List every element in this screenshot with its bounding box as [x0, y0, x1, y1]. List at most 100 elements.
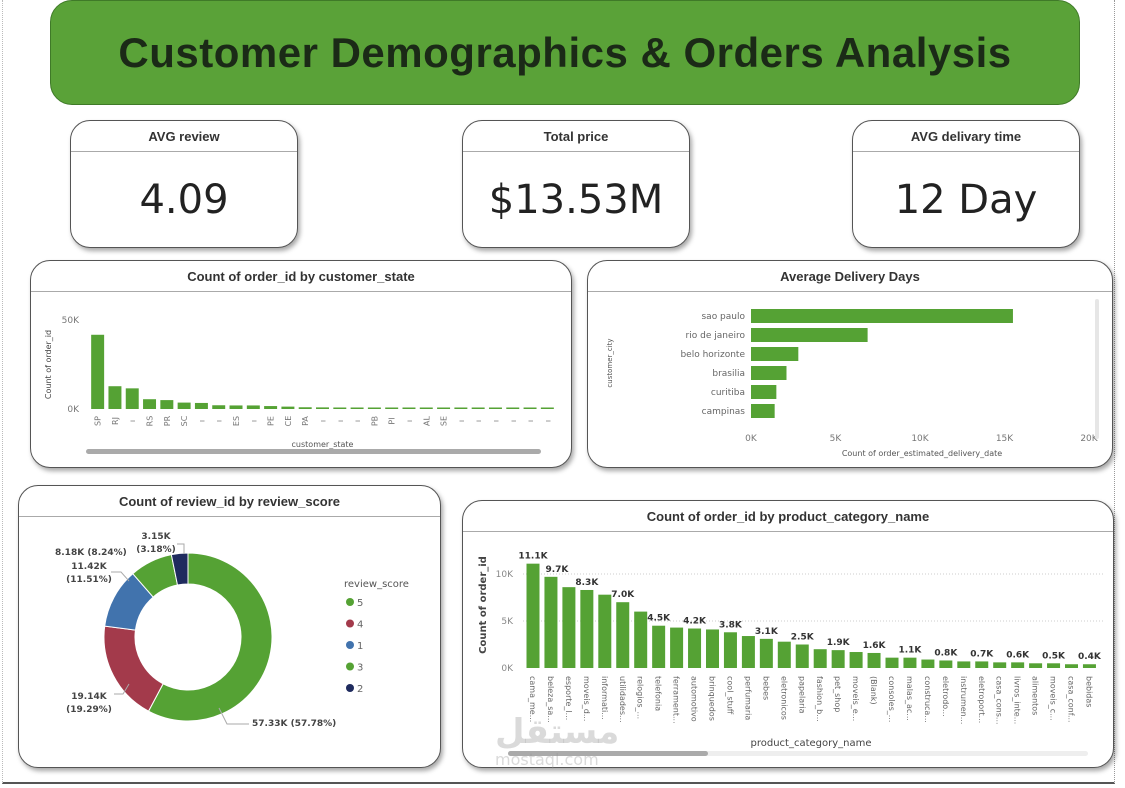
data-label: 1.6K: [863, 641, 887, 651]
x-tick-label: 15K: [996, 434, 1014, 444]
data-label: 4.5K: [647, 614, 671, 624]
dashboard-header: Customer Demographics & Orders Analysis: [50, 0, 1080, 105]
x-tick-label: ı: [405, 420, 414, 422]
watermark-logo: مستقل: [495, 712, 620, 752]
legend-marker-5: [346, 598, 354, 606]
x-tick-label: 20K: [1080, 434, 1098, 444]
x-tick-label: moveis_c...: [1049, 676, 1058, 721]
x-axis-title: customer_state: [292, 440, 354, 449]
x-tick-label: fashion_b...: [815, 676, 824, 722]
bar: [706, 629, 719, 668]
vertical-scrollbar[interactable]: [1095, 299, 1099, 439]
bar: [506, 407, 520, 409]
data-label-score-5: 57.33K (57.78%): [252, 719, 336, 729]
y-tick-label: brasilia: [712, 369, 745, 379]
bar: [670, 627, 684, 668]
x-tick-label: ı: [543, 420, 552, 422]
bar: [1065, 664, 1078, 668]
data-label-score-2-pct: (3.18%): [136, 545, 175, 555]
horizontal-scrollbar[interactable]: [508, 751, 708, 756]
chart-orders-by-product-category[interactable]: Count of order_id by product_category_na…: [462, 500, 1114, 768]
bar: [246, 405, 260, 409]
bar: [616, 602, 630, 668]
chart-average-delivery-days[interactable]: Average Delivery Days sao paulo rio de ja…: [587, 260, 1113, 468]
bar: [751, 347, 799, 361]
x-tick-label: 10K: [911, 434, 929, 444]
x-tick-label: ES: [232, 416, 241, 426]
x-tick-label: automotivo: [690, 676, 699, 722]
horizontal-scrollbar[interactable]: [86, 449, 541, 454]
bar: [402, 407, 416, 409]
x-tick-label: esporte_l...: [564, 676, 573, 720]
legend-label-3: 3: [357, 663, 363, 674]
data-label: 1.9K: [827, 638, 851, 648]
data-label-score-2: 3.15K: [141, 532, 171, 542]
bar: [108, 386, 122, 409]
x-tick-label: ferrament...: [672, 676, 681, 724]
leader-line: [114, 683, 130, 695]
bar: [751, 385, 777, 399]
chart-orders-by-state[interactable]: Count of order_id by customer_state 0K 50…: [30, 260, 572, 468]
product-bar-chart: 0K 5K 10K Count of order_id 11.1K cama_me... 9…: [478, 552, 1103, 756]
leader-line: [177, 543, 185, 554]
y-tick-label: campinas: [702, 407, 746, 417]
legend-marker-4: [346, 619, 354, 628]
kpi-card-avg-review[interactable]: AVG review 4.09: [70, 120, 298, 248]
bar: [849, 652, 863, 668]
x-tick-label: 0K: [745, 434, 758, 444]
donut-slice-4: [103, 625, 164, 712]
x-tick-label: ı: [336, 420, 345, 422]
bar: [957, 661, 971, 668]
x-axis-title: product_category_name: [750, 738, 871, 749]
bar: [751, 404, 775, 418]
x-tick-label: PE: [267, 416, 276, 426]
x-tick-label: SE: [440, 416, 449, 426]
bar: [385, 407, 399, 409]
bar: [688, 628, 702, 668]
bar: [540, 407, 554, 409]
x-tick-label: PR: [163, 415, 172, 426]
bar: [544, 576, 558, 668]
x-tick-label: ı: [249, 420, 258, 422]
kpi-card-total-price[interactable]: Total price $13.53M: [462, 120, 690, 248]
x-tick-label: (Blank): [869, 676, 878, 705]
review-donut-chart: 57.33K (57.78%) 19.14K (19.29%) 11.42K (11.5…: [55, 532, 409, 729]
kpi-value: 12 Day: [894, 176, 1038, 223]
chart-reviews-by-score[interactable]: Count of review_id by review_score 57.33…: [18, 485, 441, 768]
bar: [751, 309, 1013, 323]
x-tick-label: ı: [215, 420, 224, 422]
bar: [885, 657, 899, 668]
bar: [921, 659, 935, 668]
bar: [281, 406, 295, 409]
bar: [333, 407, 347, 409]
x-tick-label: papelaria: [797, 676, 806, 714]
watermark-url: mostaql.com: [495, 750, 599, 769]
data-label: 0.8K: [934, 648, 958, 658]
x-tick-label: RS: [146, 416, 155, 427]
kpi-label: AVG delivary time: [853, 121, 1079, 152]
kpi-card-avg-delivery-time[interactable]: AVG delivary time 12 Day: [852, 120, 1080, 248]
bar: [437, 407, 451, 409]
x-tick-label: moveis_d...: [582, 676, 591, 721]
bar: [777, 641, 791, 668]
bar: [523, 407, 537, 409]
x-tick-label: PB: [370, 416, 379, 426]
bar: [488, 407, 502, 409]
x-tick-label: casa_conf...: [1067, 676, 1076, 723]
bar: [759, 638, 773, 668]
data-label: 7.0K: [611, 590, 635, 600]
legend-label-1: 1: [357, 641, 363, 652]
x-tick-label: ı: [128, 420, 137, 422]
bar: [993, 662, 1007, 668]
bar: [194, 402, 208, 409]
x-tick-label: PA: [301, 416, 310, 426]
bar: [91, 334, 105, 409]
bar: [316, 407, 329, 409]
x-tick-label: cool_stuff: [725, 676, 734, 715]
bar: [125, 388, 139, 409]
x-tick-label: utilidades...: [618, 676, 627, 723]
x-tick-label: pet_shop: [833, 676, 842, 712]
x-tick-label: ı: [526, 420, 535, 422]
data-label: 2.5K: [791, 633, 815, 643]
